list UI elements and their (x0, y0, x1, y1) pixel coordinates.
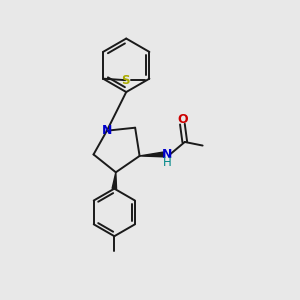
Text: N: N (102, 124, 112, 137)
Polygon shape (112, 172, 117, 189)
Polygon shape (140, 152, 164, 157)
Text: H: H (163, 156, 171, 169)
Text: N: N (162, 148, 172, 161)
Text: S: S (121, 74, 130, 87)
Text: O: O (177, 113, 188, 126)
